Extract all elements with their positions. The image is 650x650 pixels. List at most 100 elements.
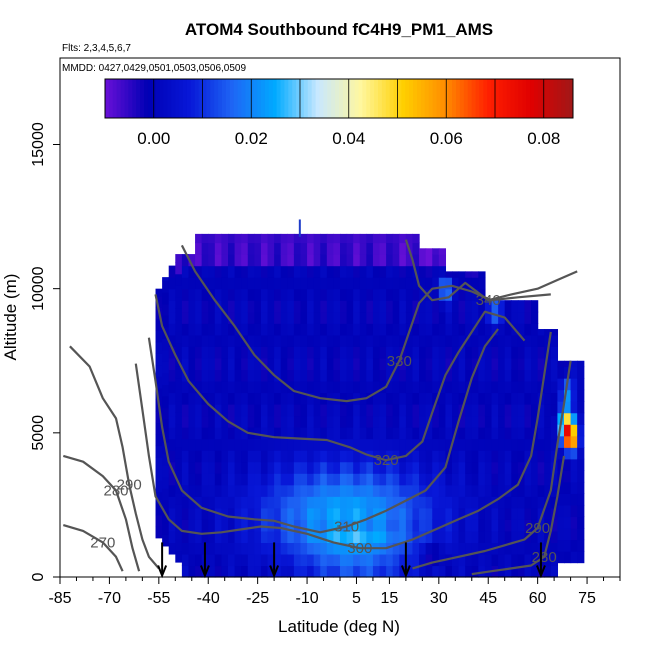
heatmap-cell xyxy=(188,530,196,543)
heatmap-cell xyxy=(438,311,447,324)
heatmap-cell xyxy=(412,450,420,463)
heatmap-cell xyxy=(531,450,539,463)
heatmap-cell xyxy=(452,507,460,520)
heatmap-cell xyxy=(313,542,321,555)
heatmap-cell xyxy=(445,369,453,382)
heatmap-cell xyxy=(419,288,427,301)
heatmap-cell xyxy=(293,404,302,417)
heatmap-cell xyxy=(287,277,295,290)
heatmap-cell xyxy=(274,404,282,417)
heatmap-cell xyxy=(353,369,361,382)
heatmap-cell xyxy=(465,553,473,567)
heatmap-cell xyxy=(195,565,203,578)
heatmap-cell xyxy=(577,412,585,425)
heatmap-cell xyxy=(557,551,565,564)
colorbar-segment xyxy=(475,79,480,118)
heatmap-cell xyxy=(274,542,282,555)
heatmap-cell xyxy=(168,288,176,301)
contour-label: 270 xyxy=(90,534,115,551)
heatmap-cell xyxy=(392,496,400,509)
heatmap-cell xyxy=(346,427,354,440)
heatmap-cell xyxy=(366,357,374,370)
colorbar-segment xyxy=(553,79,558,118)
heatmap-cell xyxy=(280,473,288,486)
heatmap-cell xyxy=(313,334,321,347)
colorbar-segment xyxy=(179,79,184,118)
heatmap-cell xyxy=(511,530,519,543)
heatmap-cell xyxy=(524,300,532,313)
colorbar-segment xyxy=(339,79,344,118)
heatmap-cell xyxy=(320,484,328,497)
heatmap-cell xyxy=(208,565,216,578)
heatmap-cell xyxy=(221,553,229,567)
heatmap-cell xyxy=(399,507,407,520)
heatmap-cell xyxy=(280,254,288,267)
heatmap-cell xyxy=(181,450,190,463)
heatmap-cell xyxy=(346,542,354,555)
heatmap-cell xyxy=(280,404,288,417)
heatmap-cell xyxy=(359,507,367,520)
heatmap-cell xyxy=(254,542,262,555)
heatmap-cell xyxy=(293,427,302,440)
heatmap-cell xyxy=(307,346,315,359)
colorbar: 0.00 0.02 0.04 0.06 0.08 xyxy=(104,78,574,148)
heatmap-cell xyxy=(425,346,433,359)
heatmap-cell xyxy=(267,311,275,324)
heatmap-cell xyxy=(412,346,420,359)
heatmap-cell xyxy=(254,553,262,567)
heatmap-cell xyxy=(333,404,341,417)
heatmap-cell xyxy=(155,353,163,366)
heatmap-cell xyxy=(267,300,275,313)
heatmap-cell xyxy=(300,404,308,417)
colorbar-segment xyxy=(132,79,137,118)
flights-text: Flts: 2,3,4,5,6,7 xyxy=(62,43,131,54)
heatmap-cell xyxy=(544,450,552,463)
heatmap-cell xyxy=(511,427,519,440)
heatmap-cell xyxy=(432,369,440,382)
heatmap-cell xyxy=(254,565,262,578)
heatmap-cell xyxy=(465,473,473,486)
heatmap-cell xyxy=(188,542,196,555)
heatmap-cell xyxy=(372,323,381,336)
heatmap-cell xyxy=(577,360,585,368)
heatmap-cell xyxy=(432,427,440,440)
heatmap-cell xyxy=(326,484,335,497)
heatmap-cell xyxy=(550,484,559,497)
heatmap-cell xyxy=(274,519,282,532)
heatmap-cell xyxy=(307,461,315,474)
heatmap-cell xyxy=(208,530,216,543)
heatmap-cell xyxy=(372,300,381,313)
heatmap-cell xyxy=(293,334,302,347)
heatmap-cell xyxy=(228,507,236,520)
heatmap-cell xyxy=(465,346,473,359)
heatmap-cell xyxy=(399,369,407,382)
heatmap-cell xyxy=(267,542,275,555)
heatmap-cell xyxy=(293,380,302,394)
heatmap-cell xyxy=(241,242,249,255)
heatmap-cell xyxy=(412,369,420,382)
heatmap-cell xyxy=(517,438,526,451)
heatmap-cell xyxy=(452,357,460,370)
heatmap-cell xyxy=(405,288,414,301)
heatmap-cell xyxy=(247,323,255,336)
heatmap-cell xyxy=(498,346,506,359)
heatmap-cell xyxy=(504,473,512,486)
heatmap-cell xyxy=(326,233,335,244)
heatmap-cell xyxy=(175,285,183,298)
colorbar-segment xyxy=(175,79,180,118)
heatmap-cell xyxy=(372,369,381,382)
colorbar-segment xyxy=(214,79,219,118)
heatmap-cell xyxy=(254,530,262,543)
heatmap-cell xyxy=(438,450,447,463)
heatmap-cell xyxy=(155,445,163,458)
heatmap-cell xyxy=(425,438,433,451)
heatmap-cell xyxy=(201,530,209,543)
heatmap-cell xyxy=(359,450,367,463)
heatmap-cell xyxy=(287,553,295,567)
colorbar-segment xyxy=(124,79,129,118)
colorbar-segment xyxy=(268,79,274,118)
heatmap-cell xyxy=(438,404,447,417)
heatmap-cell xyxy=(155,295,163,308)
heatmap-cell xyxy=(491,311,499,324)
heatmap-cell xyxy=(168,404,176,417)
